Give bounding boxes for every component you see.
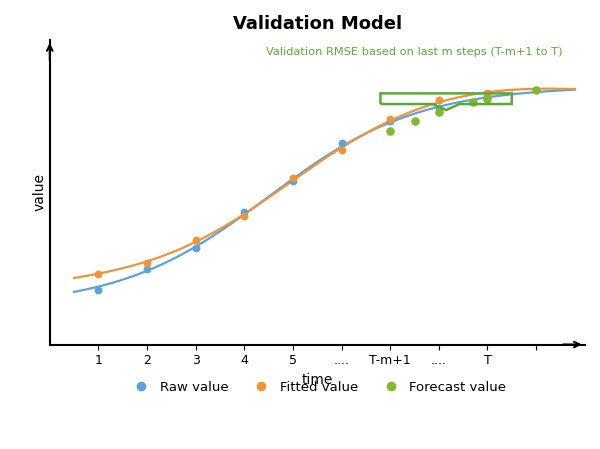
Point [385,116,395,123]
Point [482,90,492,97]
Title: Validation Model: Validation Model [233,15,402,33]
Legend: Raw value, Fitted value, Forecast value: Raw value, Fitted value, Forecast value [123,375,512,399]
Point [288,174,298,181]
Point [385,117,395,124]
Point [434,108,443,115]
Point [385,128,395,135]
Text: Validation RMSE based on last m steps (T-m+1 to T): Validation RMSE based on last m steps (T… [266,47,563,57]
Point [191,236,200,243]
Point [434,97,443,104]
Point [142,259,152,266]
Point [239,212,249,219]
Point [482,95,492,102]
Point [191,244,200,251]
Point [482,92,492,99]
X-axis label: time: time [302,373,333,387]
Point [434,105,443,112]
Point [94,286,103,294]
Point [337,140,346,147]
Point [337,146,346,154]
Point [531,86,541,93]
Point [239,208,249,215]
Point [468,99,478,106]
Point [142,265,152,272]
Point [288,177,298,185]
Point [94,270,103,277]
Point [410,117,419,124]
Y-axis label: value: value [33,173,47,211]
